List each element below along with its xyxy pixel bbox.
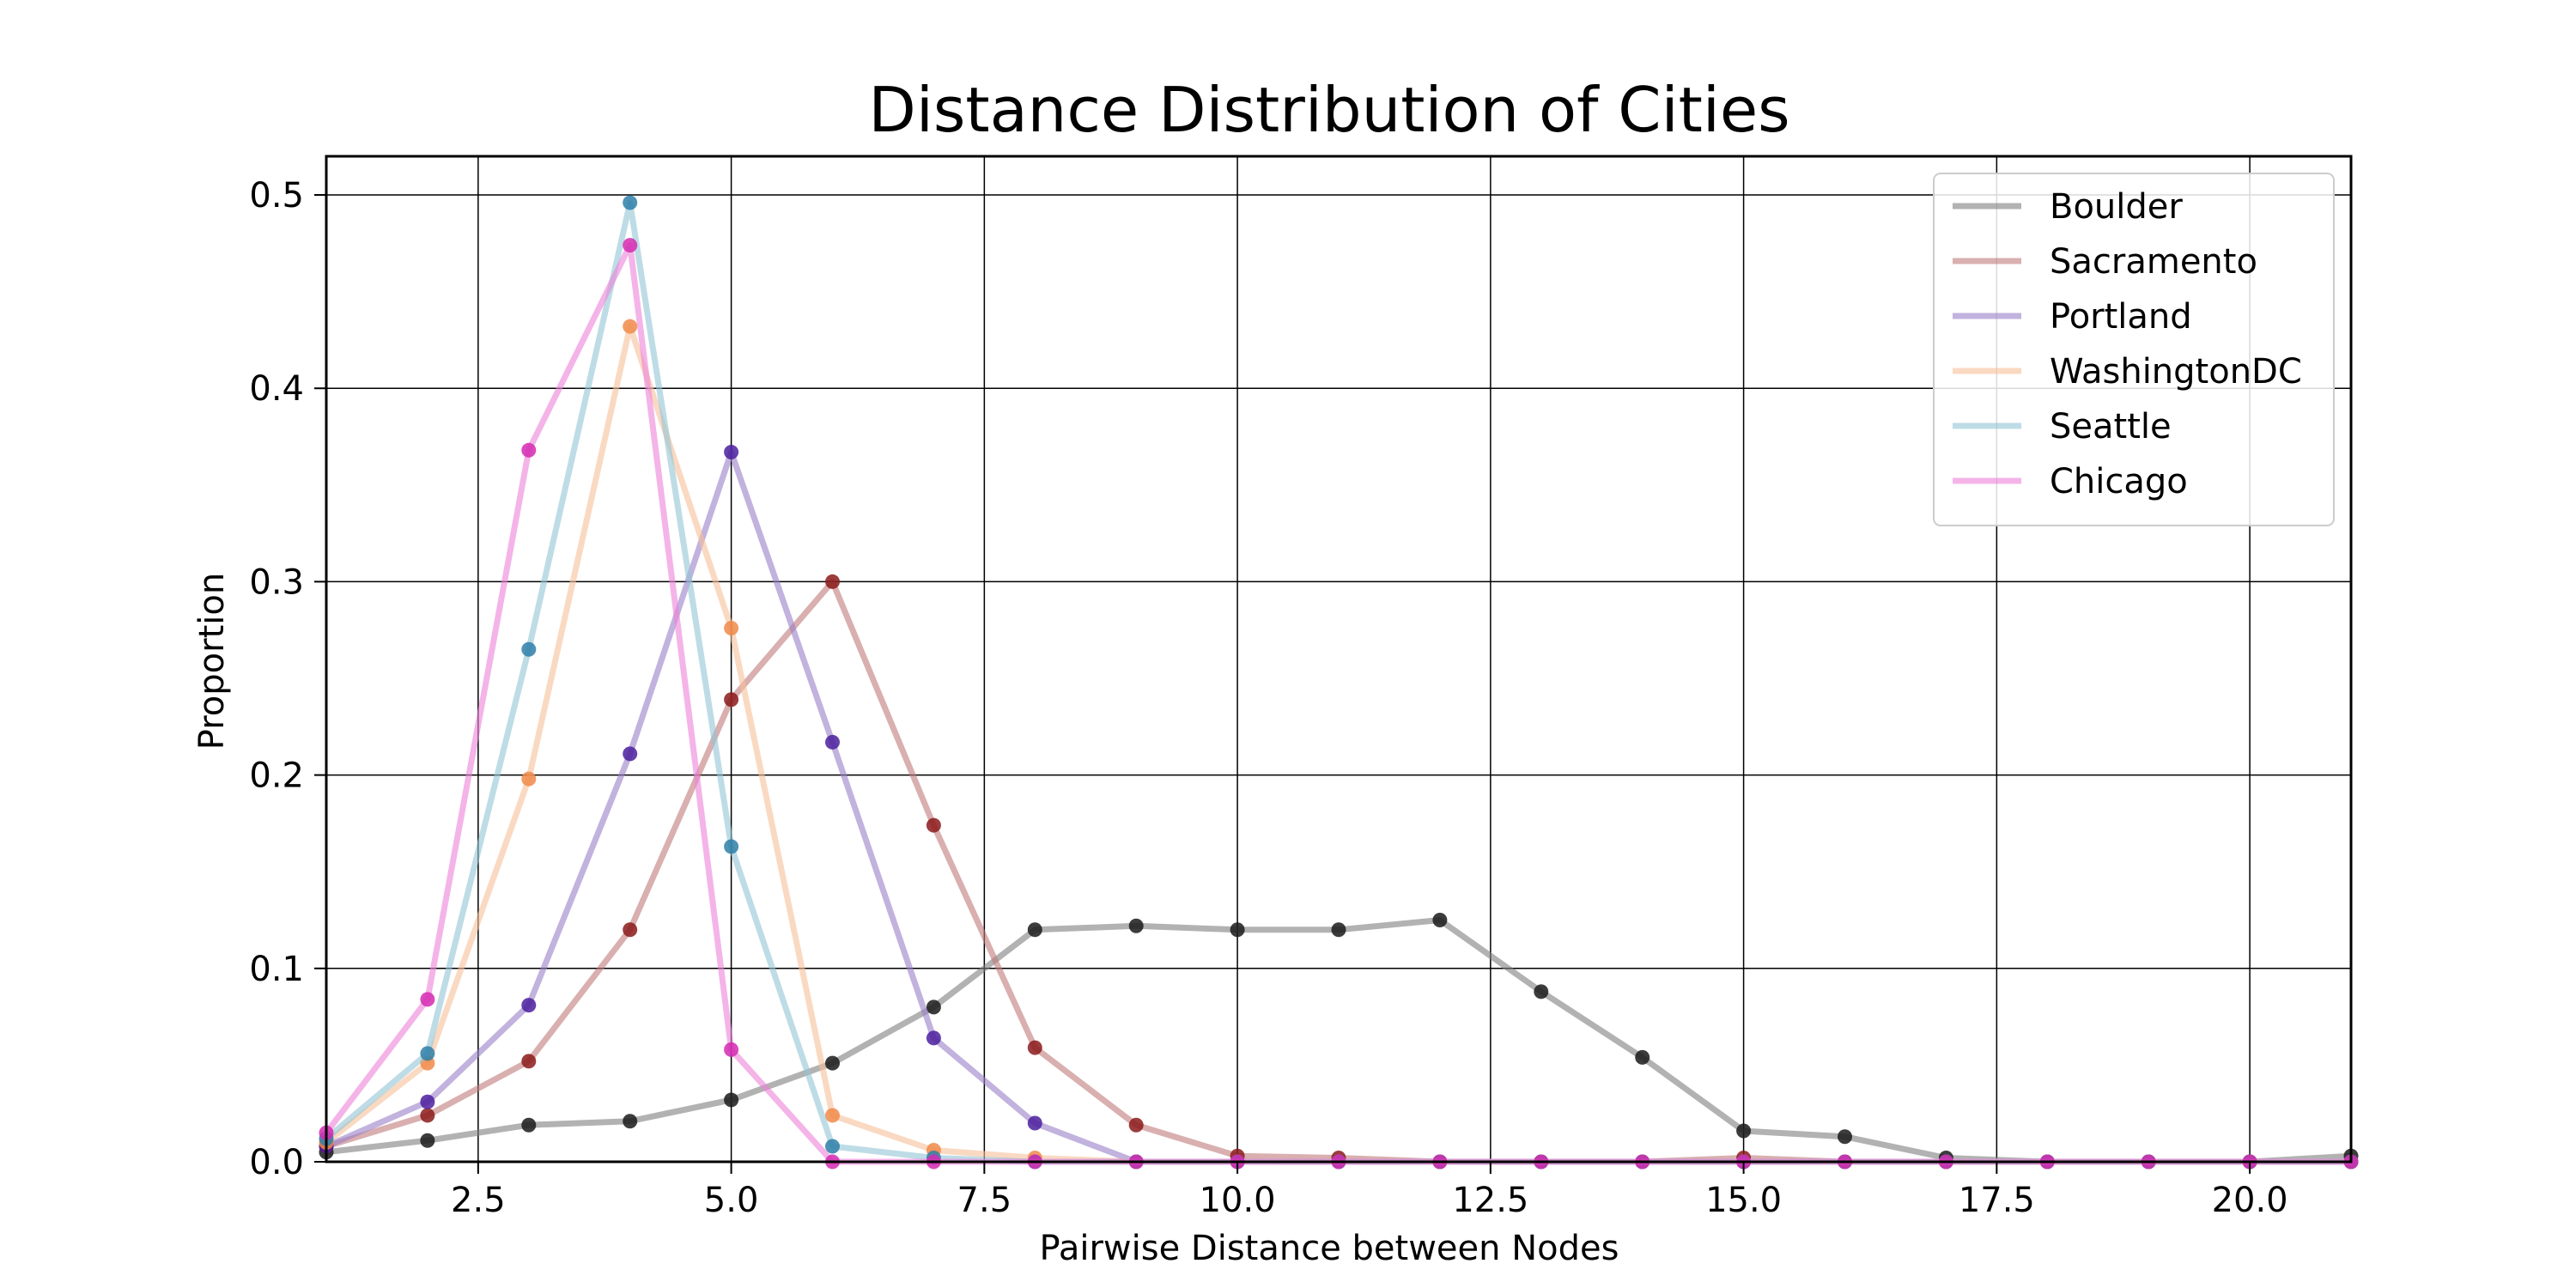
legend-item-washingtondc: WashingtonDC — [1953, 352, 2302, 392]
data-point-washingtondc — [825, 1108, 840, 1123]
data-point-sacramento — [724, 692, 739, 708]
data-point-seattle — [420, 1046, 435, 1061]
chart-title: Distance Distribution of Cities — [868, 74, 1789, 146]
data-point-portland — [926, 1030, 941, 1046]
x-tick-label: 7.5 — [957, 1181, 1012, 1220]
data-point-sacramento — [1128, 1117, 1144, 1133]
data-point-boulder — [1838, 1129, 1852, 1145]
legend-label: Boulder — [2050, 187, 2183, 227]
data-point-boulder — [420, 1133, 435, 1148]
y-axis-label: Proportion — [192, 573, 232, 750]
legend-label: Portland — [2050, 297, 2192, 337]
data-point-boulder — [1331, 922, 1346, 938]
data-point-boulder — [1128, 918, 1144, 933]
data-point-boulder — [926, 999, 941, 1015]
legend-label: Seattle — [2050, 407, 2172, 447]
x-tick-label: 17.5 — [1959, 1181, 2035, 1220]
data-point-chicago — [521, 442, 537, 458]
legend-item-sacramento: Sacramento — [1953, 242, 2257, 282]
data-point-washingtondc — [521, 771, 537, 787]
data-point-boulder — [521, 1117, 537, 1133]
y-tick-label: 0.5 — [249, 176, 304, 216]
y-tick-label: 0.1 — [249, 950, 304, 989]
legend-label: Chicago — [2050, 462, 2188, 501]
data-point-boulder — [1027, 922, 1042, 938]
data-point-washingtondc — [724, 620, 739, 635]
data-point-sacramento — [623, 922, 638, 938]
data-point-boulder — [825, 1055, 840, 1071]
data-point-chicago — [420, 992, 435, 1007]
data-point-seattle — [521, 641, 537, 657]
data-point-portland — [420, 1094, 435, 1109]
data-point-seattle — [724, 839, 739, 854]
y-tick-label: 0.2 — [249, 756, 304, 796]
legend-item-portland: Portland — [1953, 297, 2192, 337]
y-axis-ticks: 0.0 0.1 0.2 0.3 0.4 0.5 — [249, 176, 326, 1182]
data-point-boulder — [1432, 913, 1448, 928]
legend-box — [1933, 173, 2335, 526]
data-point-portland — [521, 998, 537, 1013]
data-point-boulder — [1736, 1123, 1752, 1139]
data-point-washingtondc — [623, 319, 638, 334]
plot-frame — [325, 155, 2353, 1163]
x-tick-label: 2.5 — [451, 1181, 506, 1220]
y-tick-label: 0.0 — [249, 1143, 304, 1182]
data-point-boulder — [1635, 1049, 1650, 1065]
data-point-sacramento — [1027, 1040, 1042, 1055]
legend-label: Sacramento — [2050, 242, 2257, 282]
data-point-sacramento — [926, 817, 941, 833]
data-point-boulder — [1534, 984, 1549, 999]
legend-item-seattle: Seattle — [1953, 407, 2172, 447]
data-point-portland — [623, 746, 638, 762]
data-point-portland — [825, 734, 840, 750]
x-tick-label: 5.0 — [704, 1181, 759, 1220]
data-point-portland — [1027, 1115, 1042, 1131]
data-point-sacramento — [521, 1054, 537, 1069]
data-point-chicago — [724, 1042, 739, 1057]
data-point-boulder — [724, 1092, 739, 1108]
data-point-boulder — [623, 1114, 638, 1129]
data-point-chicago — [623, 238, 638, 253]
x-axis-label: Pairwise Distance between Nodes — [1040, 1229, 1619, 1268]
data-point-sacramento — [420, 1108, 435, 1123]
data-point-sacramento — [825, 574, 840, 589]
legend-item-chicago: Chicago — [1953, 462, 2188, 501]
x-tick-label: 15.0 — [1705, 1181, 1782, 1220]
x-tick-label: 20.0 — [2212, 1181, 2288, 1220]
data-point-boulder — [1230, 922, 1245, 938]
data-point-portland — [724, 445, 739, 460]
data-point-seattle — [825, 1139, 840, 1154]
x-tick-label: 10.0 — [1200, 1181, 1276, 1220]
legend-label: WashingtonDC — [2050, 352, 2302, 392]
y-tick-label: 0.3 — [249, 562, 304, 602]
x-axis-ticks: 2.5 5.0 7.5 10.0 12.5 15.0 17.5 20.0 — [451, 1162, 2288, 1220]
legend: Boulder Sacramento Portland WashingtonDC Sea… — [1933, 173, 2335, 526]
x-tick-label: 12.5 — [1452, 1181, 1528, 1220]
y-tick-label: 0.4 — [249, 369, 304, 409]
data-point-seattle — [623, 195, 638, 210]
legend-item-boulder: Boulder — [1953, 187, 2183, 227]
